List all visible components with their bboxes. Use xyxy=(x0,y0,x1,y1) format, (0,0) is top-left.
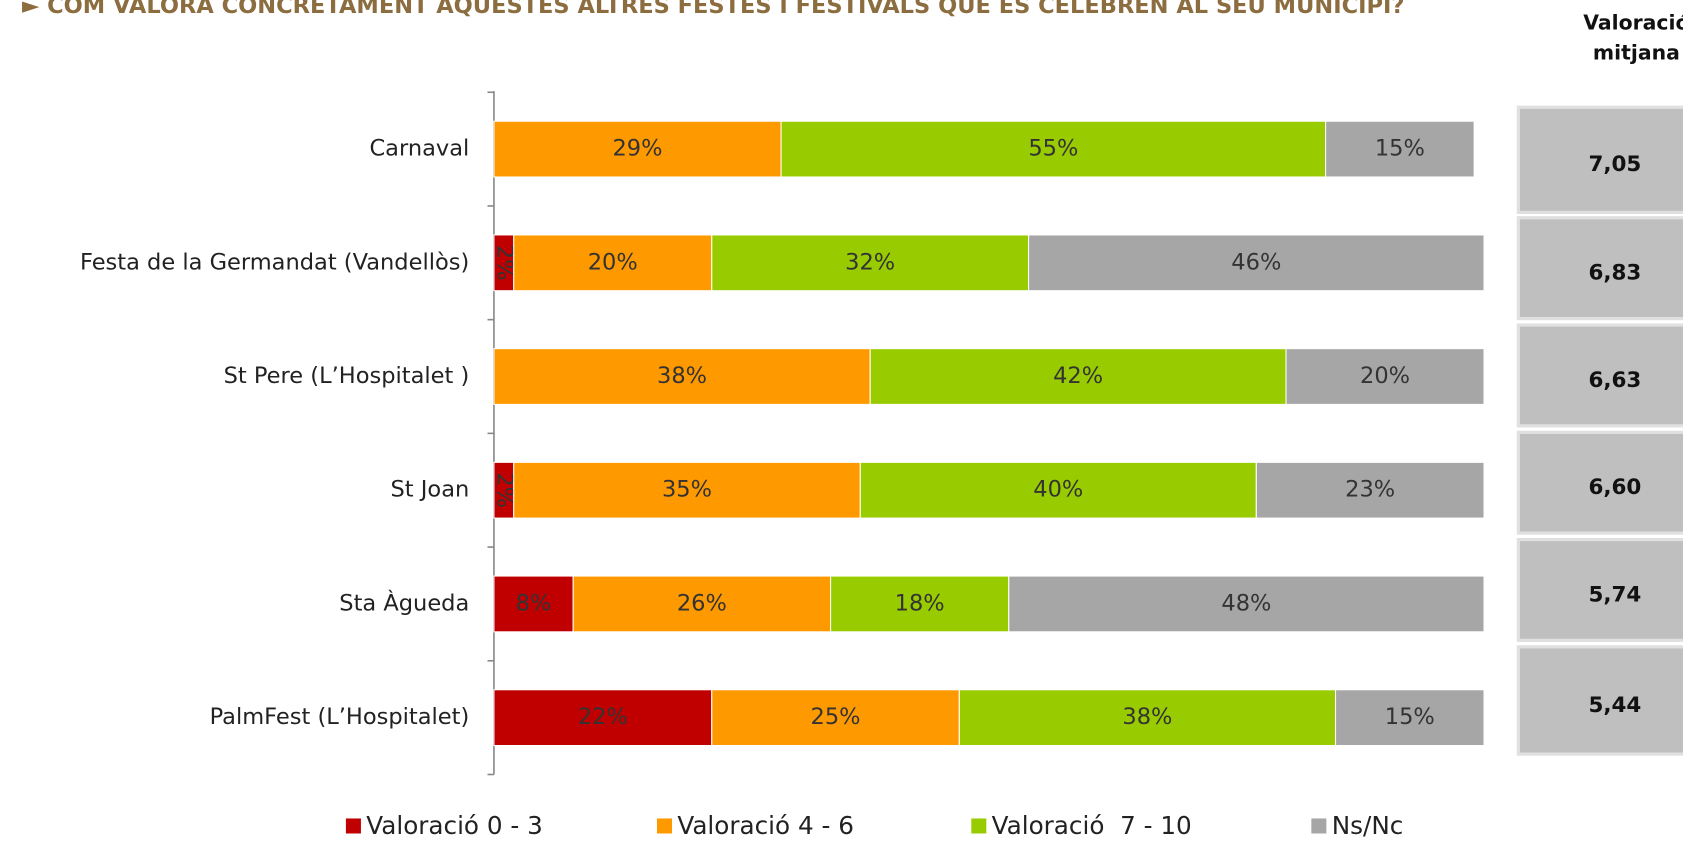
bar-segment xyxy=(513,461,861,519)
average-header: mitjana xyxy=(1593,41,1680,65)
legend-label: Ns/Nc xyxy=(1332,811,1404,840)
legend-swatch xyxy=(345,818,361,834)
data-label: 20% xyxy=(1360,363,1410,389)
legend-swatch xyxy=(971,818,987,834)
data-label: 15% xyxy=(1375,136,1425,162)
data-label: 23% xyxy=(1345,477,1395,503)
bar-segment xyxy=(493,689,713,747)
data-label: 55% xyxy=(1028,136,1078,162)
data-label: 25% xyxy=(811,704,861,730)
bar-segment xyxy=(1255,461,1485,519)
bar-segment xyxy=(493,348,871,405)
category-label: St Joan xyxy=(391,477,470,503)
legend-label: Valoració 0 - 3 xyxy=(366,811,543,840)
data-label: 2% xyxy=(491,472,517,508)
data-label: 38% xyxy=(1122,704,1172,730)
legend-swatch xyxy=(1311,818,1327,834)
data-label: 48% xyxy=(1221,590,1271,616)
bar-segment xyxy=(780,120,1327,178)
data-label: 38% xyxy=(657,363,707,389)
data-label: 29% xyxy=(612,136,662,162)
bar-segment xyxy=(572,575,832,633)
category-label: Carnaval xyxy=(369,136,469,162)
category-label: St Pere (L’Hospitalet ) xyxy=(224,363,470,389)
category-label: Festa de la Germandat (Vandellòs) xyxy=(80,249,469,275)
average-value: 6,63 xyxy=(1588,368,1641,393)
chart-title: ► COM VALORA CONCRETAMENT AQUESTES ALTRE… xyxy=(22,0,1404,19)
data-label: 2% xyxy=(491,245,517,281)
data-label: 20% xyxy=(588,249,638,275)
average-box xyxy=(1516,430,1683,535)
data-label: 40% xyxy=(1033,477,1083,503)
legend-swatch xyxy=(656,818,673,834)
bar-segment xyxy=(711,234,1030,292)
data-label: 35% xyxy=(662,477,712,503)
average-value: 6,83 xyxy=(1588,261,1641,286)
bar-segment xyxy=(1028,234,1485,292)
bar-segment xyxy=(1008,575,1485,633)
data-label: 18% xyxy=(895,590,945,616)
bar-segment xyxy=(958,689,1337,747)
data-label: 8% xyxy=(516,590,552,616)
average-box xyxy=(1516,105,1683,215)
bar-segment xyxy=(493,575,574,633)
category-label: Sta Àgueda xyxy=(339,588,469,616)
average-value: 5,44 xyxy=(1588,693,1641,718)
data-label: 15% xyxy=(1385,704,1435,730)
average-box xyxy=(1516,323,1683,428)
average-value: 7,05 xyxy=(1588,152,1641,177)
data-label: 42% xyxy=(1053,363,1103,389)
average-value: 6,60 xyxy=(1588,475,1641,500)
average-box xyxy=(1516,645,1683,756)
legend-label: Valoració 7 - 10 xyxy=(992,811,1192,840)
bar-segment xyxy=(1325,120,1475,178)
category-label: PalmFest (L’Hospitalet) xyxy=(210,704,470,730)
bar-segment xyxy=(493,120,782,178)
data-label: 32% xyxy=(845,249,895,275)
average-box xyxy=(1516,216,1683,321)
bar-segment xyxy=(869,348,1287,405)
average-header: Valoració xyxy=(1583,11,1683,35)
data-label: 26% xyxy=(677,590,727,616)
data-label: 22% xyxy=(578,704,628,730)
bar-segment xyxy=(1285,348,1485,405)
average-box xyxy=(1516,537,1683,643)
data-label: 46% xyxy=(1231,249,1281,275)
bar-segment xyxy=(859,461,1257,519)
bar-segment xyxy=(1334,689,1485,747)
bar-segment xyxy=(711,689,960,747)
legend-label: Valoració 4 - 6 xyxy=(677,811,854,840)
average-value: 5,74 xyxy=(1588,582,1641,607)
